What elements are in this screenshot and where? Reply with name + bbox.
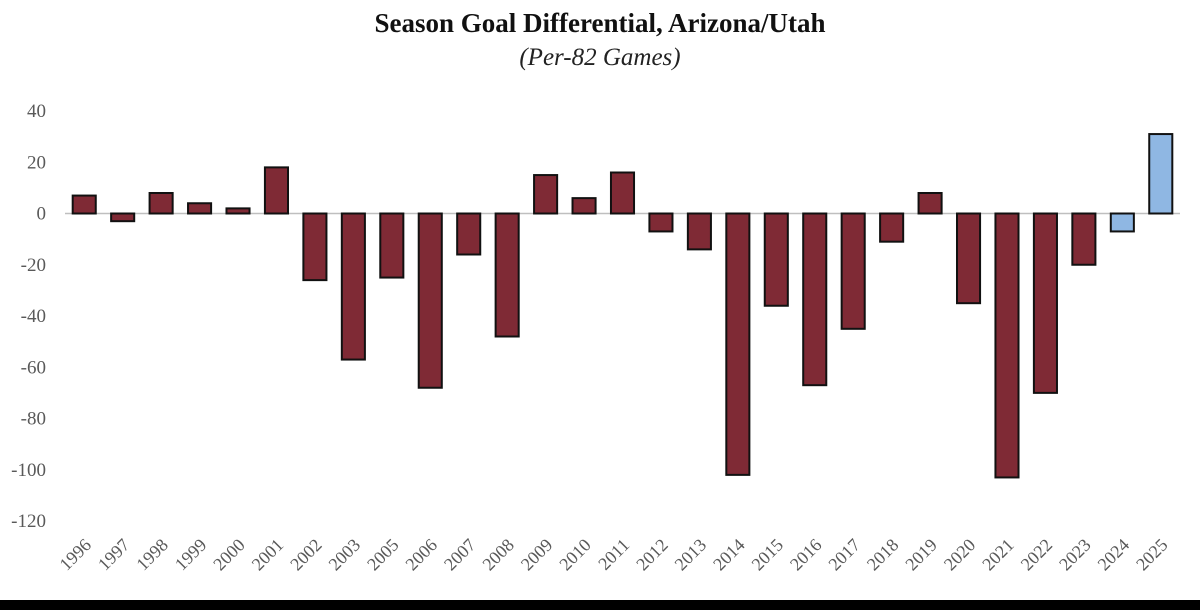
x-tick-label: 1998 — [132, 535, 172, 575]
x-tick-label: 2006 — [401, 535, 441, 575]
bar-1996 — [71, 194, 97, 215]
bar-2010 — [571, 197, 597, 215]
x-tick-label: 2000 — [209, 535, 249, 575]
y-tick-label: -100 — [11, 460, 46, 481]
y-tick-label: -120 — [11, 511, 46, 532]
bar-2007 — [456, 212, 482, 256]
bar-2022 — [1032, 212, 1058, 394]
bar-series — [71, 133, 1174, 479]
bar-2016 — [802, 212, 828, 387]
y-tick-label: 20 — [27, 152, 46, 173]
x-tick-label: 2012 — [632, 535, 672, 575]
bar-2021 — [994, 212, 1020, 479]
bar-2019 — [917, 192, 943, 215]
x-tick-label: 2009 — [517, 535, 557, 575]
bar-1997 — [110, 212, 136, 223]
x-tick-label: 2008 — [478, 535, 518, 575]
x-tick-label: 2005 — [363, 535, 403, 575]
y-tick-label: -60 — [21, 357, 46, 378]
bar-2000 — [225, 207, 251, 215]
bar-2014 — [725, 212, 751, 476]
x-tick-label: 2021 — [978, 535, 1018, 575]
bar-2006 — [417, 212, 443, 389]
x-tick-label: 2003 — [325, 535, 365, 575]
x-tick-label: 2020 — [940, 535, 980, 575]
chart-title: Season Goal Differential, Arizona/Utah — [374, 8, 826, 38]
x-tick-label: 2014 — [709, 535, 749, 575]
bar-2013 — [686, 212, 712, 251]
x-tick-label: 1997 — [94, 535, 134, 575]
y-tick-label: 40 — [27, 101, 46, 122]
bar-2012 — [648, 212, 674, 233]
bar-2009 — [533, 174, 559, 215]
bar-2015 — [763, 212, 789, 307]
bar-2005 — [379, 212, 405, 279]
bar-2003 — [340, 212, 366, 361]
bar-2025 — [1148, 133, 1174, 215]
x-tick-label: 2023 — [1055, 535, 1095, 575]
x-tick-label: 2013 — [671, 535, 711, 575]
x-axis-tick-labels: 1996199719981999200020012002200320052006… — [55, 535, 1171, 575]
x-tick-label: 2015 — [748, 535, 788, 575]
x-tick-label: 2001 — [248, 535, 288, 575]
y-tick-label: -80 — [21, 409, 46, 430]
x-tick-label: 2016 — [786, 535, 826, 575]
bar-2001 — [263, 166, 289, 215]
y-tick-label: 0 — [37, 204, 47, 225]
bar-2008 — [494, 212, 520, 338]
bar-2023 — [1071, 212, 1097, 266]
bar-2017 — [840, 212, 866, 330]
bar-1999 — [187, 202, 213, 215]
bottom-border — [0, 600, 1200, 610]
x-tick-label: 2002 — [286, 535, 326, 575]
x-tick-label: 2018 — [863, 535, 903, 575]
x-tick-label: 2011 — [594, 535, 633, 574]
bar-2002 — [302, 212, 328, 282]
x-tick-label: 1999 — [171, 535, 211, 575]
bar-2024 — [1109, 212, 1135, 233]
x-tick-label: 1996 — [55, 535, 95, 575]
x-tick-label: 2019 — [901, 535, 941, 575]
bar-2020 — [956, 212, 982, 305]
x-tick-label: 2010 — [555, 535, 595, 575]
y-tick-label: -20 — [21, 255, 46, 276]
x-tick-label: 2022 — [1017, 535, 1057, 575]
bar-2018 — [879, 212, 905, 243]
x-tick-label: 2024 — [1094, 535, 1134, 575]
y-tick-label: -40 — [21, 306, 46, 327]
x-tick-label: 2017 — [824, 535, 864, 575]
x-tick-label: 2007 — [440, 535, 480, 575]
bar-2011 — [609, 171, 636, 215]
bar-1998 — [148, 192, 174, 215]
x-tick-label: 2025 — [1132, 535, 1172, 575]
y-axis-tick-labels: 40 20 0 -20 -40 -60 -80 -100 -120 — [11, 101, 46, 532]
chart-subtitle: (Per-82 Games) — [519, 44, 681, 71]
